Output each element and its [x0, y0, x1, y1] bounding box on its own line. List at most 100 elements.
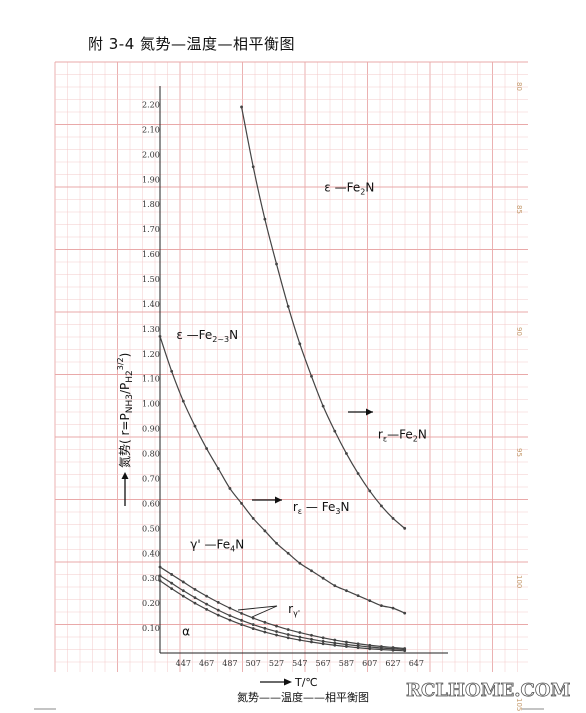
curve-point: [298, 635, 302, 639]
y-tick-label: 0.80: [142, 450, 160, 459]
curve-point: [333, 429, 337, 433]
annotation-eps_fe23n: ε —Fe2~3N: [176, 328, 238, 344]
y-tick-label: 0.10: [142, 624, 160, 633]
curve-point: [286, 305, 290, 308]
curve-point: [321, 642, 325, 646]
x-tick-labels: 447 467 487 507 527 547 567 587 607 627 647: [176, 659, 424, 668]
annotation-r_eps_fe3n: rε — Fe3N: [293, 500, 350, 516]
annotation-part: α: [182, 625, 190, 639]
y-tick-label: 0.60: [142, 499, 160, 508]
y-axis-arrow-head: [121, 472, 129, 479]
y-axis-label: 氮势( r=P: [117, 413, 132, 468]
curve-point: [298, 638, 302, 642]
curve-point: [286, 628, 290, 631]
curve-point: [158, 579, 162, 583]
annotation-part: γ': [293, 609, 300, 618]
curve-point: [345, 643, 348, 646]
curve-point: [181, 589, 185, 593]
svg-text:氮势( r=PNH3/PH23/2): 氮势( r=PNH3/PH23/2): [116, 353, 135, 468]
annotation-part: γ' —Fe: [190, 537, 230, 551]
y-tick-label: 1.30: [142, 325, 160, 334]
curve-point: [391, 648, 395, 652]
curve-point: [275, 630, 278, 633]
r-gamma-pointer-1: [237, 605, 278, 611]
curve-point: [251, 623, 255, 626]
annotation-part: —Fe: [387, 428, 413, 442]
curve-point: [333, 641, 337, 645]
arrow-r-eps-fe3n-head: [275, 496, 282, 504]
curve-point: [251, 165, 255, 169]
curve-point: [251, 616, 255, 620]
y-axis-label-sup: 3/2: [116, 357, 125, 370]
curve-point: [240, 618, 243, 622]
curve-point: [228, 618, 232, 622]
curve-point: [216, 608, 220, 612]
curves: [158, 105, 407, 653]
annotation-part: N: [235, 537, 244, 551]
y-axis-label-mid: /P: [118, 383, 132, 394]
annotation-part: N: [229, 328, 238, 342]
y-tick-label: 2.00: [142, 150, 160, 159]
y-tick-label: 0.40: [142, 549, 160, 558]
curve-point: [205, 594, 209, 598]
arrow-r-eps-fe2n-head: [366, 408, 373, 416]
curve-point: [228, 606, 232, 610]
y-tick-label: 0.20: [142, 599, 160, 608]
curve-point: [193, 601, 197, 605]
curve-point: [298, 631, 302, 634]
curve-point: [240, 502, 243, 505]
curve-point: [356, 594, 360, 598]
annotation-part: 2: [413, 435, 418, 444]
curve-point: [263, 626, 267, 630]
curve-point: [158, 334, 162, 338]
curve-point: [205, 602, 209, 606]
watermark: RCLHOME.COM: [406, 680, 571, 701]
curve-line: [159, 336, 405, 614]
curve-point: [356, 472, 360, 475]
edge-mark: 100: [515, 575, 523, 588]
x-tick-label: 487: [222, 659, 237, 668]
y-tick-label: 1.10: [142, 375, 160, 384]
y-tick-label: 1.00: [142, 400, 160, 409]
r-gamma-pointer-2: [251, 605, 278, 618]
x-axis-label: T/℃: [294, 676, 318, 689]
x-tick-label: 567: [315, 659, 330, 668]
curve-point: [240, 623, 243, 626]
curve-point: [275, 624, 278, 628]
curve-point: [158, 574, 162, 578]
y-tick-label: 1.70: [142, 225, 160, 234]
page-title: 附 3-4 氮势—温度—相平衡图: [88, 35, 296, 53]
curve-point: [251, 627, 255, 630]
curve-point: [298, 561, 302, 565]
chart-frame: [159, 86, 448, 654]
curve-point: [286, 551, 290, 555]
annotation-part: N: [418, 428, 427, 442]
annotation-part: 2: [360, 188, 365, 197]
y-tick-label: 2.20: [142, 100, 160, 109]
curve-point: [345, 589, 348, 593]
x-axis-arrow-head: [284, 678, 292, 686]
curve-point: [310, 633, 313, 637]
curve-point: [391, 606, 395, 610]
y-tick-label: 1.80: [142, 200, 160, 209]
edge-mark: 80: [515, 82, 523, 91]
curve-point: [368, 489, 372, 493]
curve-point: [333, 643, 337, 647]
curve-point: [263, 630, 267, 634]
curve-point: [368, 647, 372, 651]
curve-point: [310, 569, 313, 573]
curve-point: [275, 262, 278, 266]
curve-point: [193, 596, 197, 600]
curve-point: [251, 516, 255, 520]
curve-point: [170, 573, 174, 576]
curve-point: [216, 600, 220, 604]
curve-point: [275, 541, 278, 545]
y-axis-label-sub2: H2: [125, 370, 135, 383]
x-tick-label: 547: [292, 659, 307, 668]
chart-caption: 氮势——温度——相平衡图: [237, 690, 369, 704]
curve-point: [263, 620, 267, 624]
curve-point: [310, 637, 313, 641]
annotation-alpha: α: [182, 625, 190, 639]
curve-point: [275, 633, 278, 637]
curve-point: [286, 636, 290, 640]
